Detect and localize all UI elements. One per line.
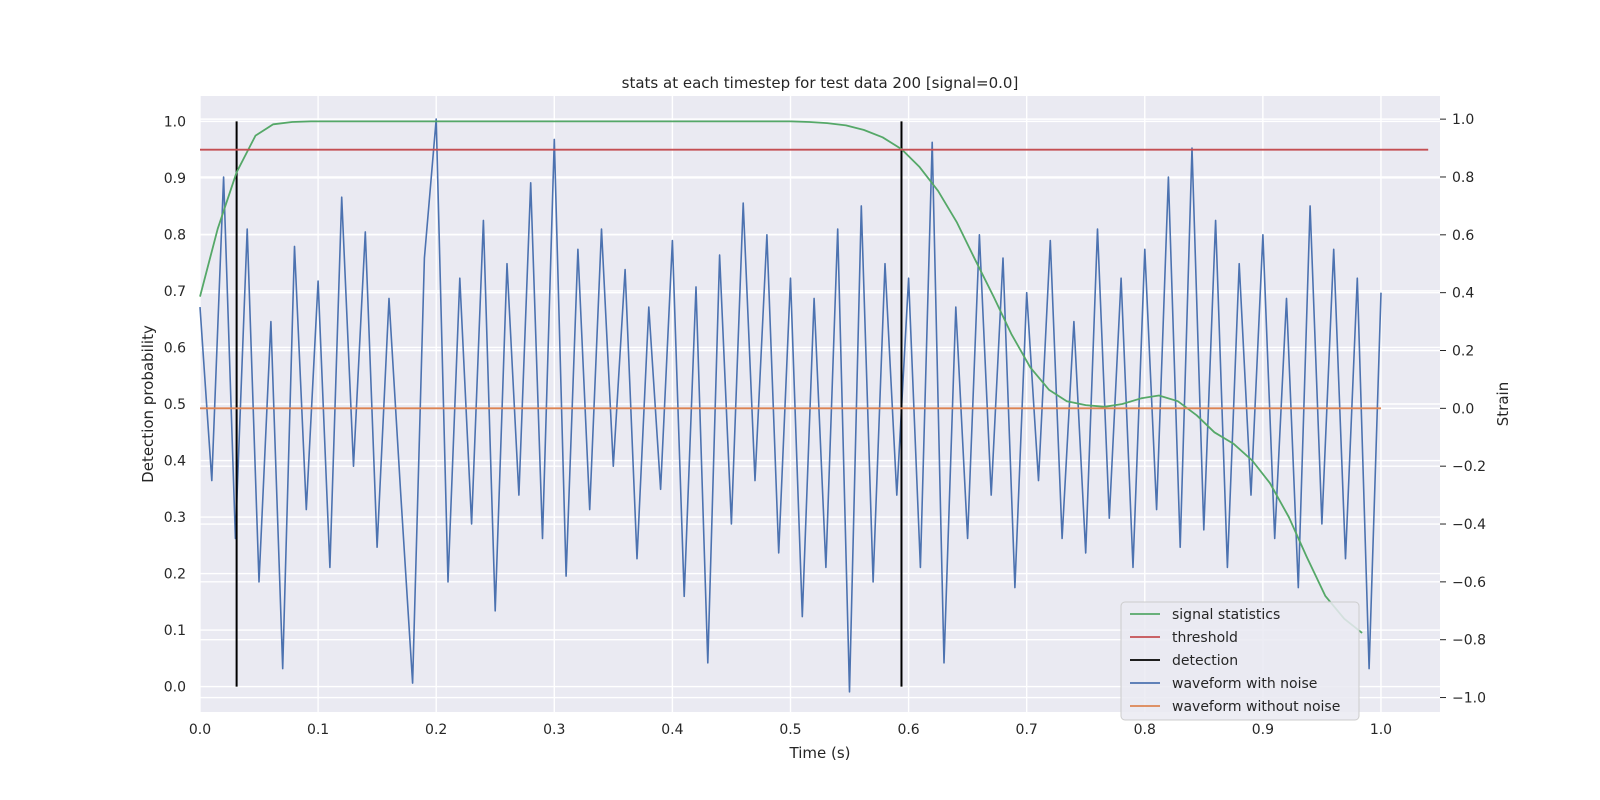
- right-tick-label: −0.4: [1452, 517, 1486, 533]
- left-tick-label: 0.3: [164, 510, 186, 526]
- x-tick-label: 0.5: [779, 722, 801, 738]
- x-tick-label: 0.6: [897, 722, 919, 738]
- x-axis-ticks: 0.0 0.1 0.2 0.3 0.4 0.5 0.6 0.7 0.8 0.9 1.0: [189, 722, 1392, 738]
- left-axis-ticks: 0.0 0.1 0.2 0.3 0.4 0.5 0.6 0.7 0.8 0.9 1.0: [164, 114, 186, 695]
- right-tick-label: −0.6: [1452, 575, 1486, 591]
- left-tick-label: 0.9: [164, 171, 186, 187]
- x-tick-label: 1.0: [1370, 722, 1392, 738]
- right-tick-label: 0.4: [1452, 286, 1474, 302]
- legend: signal statistics threshold detection wa…: [1120, 601, 1360, 721]
- legend-label-signal-statistics: signal statistics: [1172, 607, 1280, 623]
- left-tick-label: 0.0: [164, 680, 186, 696]
- left-tick-label: 0.2: [164, 567, 186, 583]
- right-tick-label: −0.2: [1452, 459, 1486, 475]
- right-tick-label: 0.6: [1452, 228, 1474, 244]
- right-tick-label: 0.0: [1452, 401, 1474, 417]
- left-tick-label: 0.8: [164, 227, 186, 243]
- right-axis-ticks: −1.0 −0.8 −0.6 −0.4 −0.2 0.0 0.2 0.4 0.6 0.8 1.0: [1440, 112, 1486, 707]
- x-tick-label: 0.4: [661, 722, 683, 738]
- series-waveform-with-noise: [199, 118, 1382, 693]
- right-tick-label: −1.0: [1452, 691, 1486, 707]
- legend-label-detection: detection: [1172, 653, 1238, 669]
- x-axis-label: Time (s): [789, 744, 851, 762]
- right-tick-label: 0.2: [1452, 343, 1474, 359]
- right-tick-label: −0.8: [1452, 633, 1486, 649]
- legend-box: [1120, 601, 1360, 721]
- left-axis-label: Detection probability: [139, 325, 157, 483]
- right-tick-label: 0.8: [1452, 170, 1474, 186]
- legend-label-waveform-without-noise: waveform without noise: [1172, 699, 1340, 715]
- series-signal-statistics: [199, 120, 1363, 634]
- x-tick-label: 0.7: [1016, 722, 1038, 738]
- x-tick-label: 0.9: [1252, 722, 1274, 738]
- left-tick-label: 0.5: [164, 397, 186, 413]
- legend-label-waveform-with-noise: waveform with noise: [1172, 676, 1317, 692]
- x-tick-label: 0.2: [425, 722, 447, 738]
- series-layer: [199, 118, 1429, 693]
- left-tick-label: 0.4: [164, 454, 186, 470]
- legend-label-threshold: threshold: [1172, 630, 1238, 646]
- x-tick-label: 0.8: [1134, 722, 1156, 738]
- left-tick-label: 0.7: [164, 284, 186, 300]
- x-tick-label: 0.1: [307, 722, 329, 738]
- left-tick-label: 1.0: [164, 114, 186, 130]
- left-tick-label: 0.6: [164, 340, 186, 356]
- x-tick-label: 0.3: [543, 722, 565, 738]
- right-axis-label: Strain: [1494, 382, 1512, 426]
- x-tick-label: 0.0: [189, 722, 211, 738]
- chart-title: stats at each timestep for test data 200…: [622, 74, 1019, 92]
- left-tick-label: 0.1: [164, 623, 186, 639]
- right-tick-label: 1.0: [1452, 112, 1474, 128]
